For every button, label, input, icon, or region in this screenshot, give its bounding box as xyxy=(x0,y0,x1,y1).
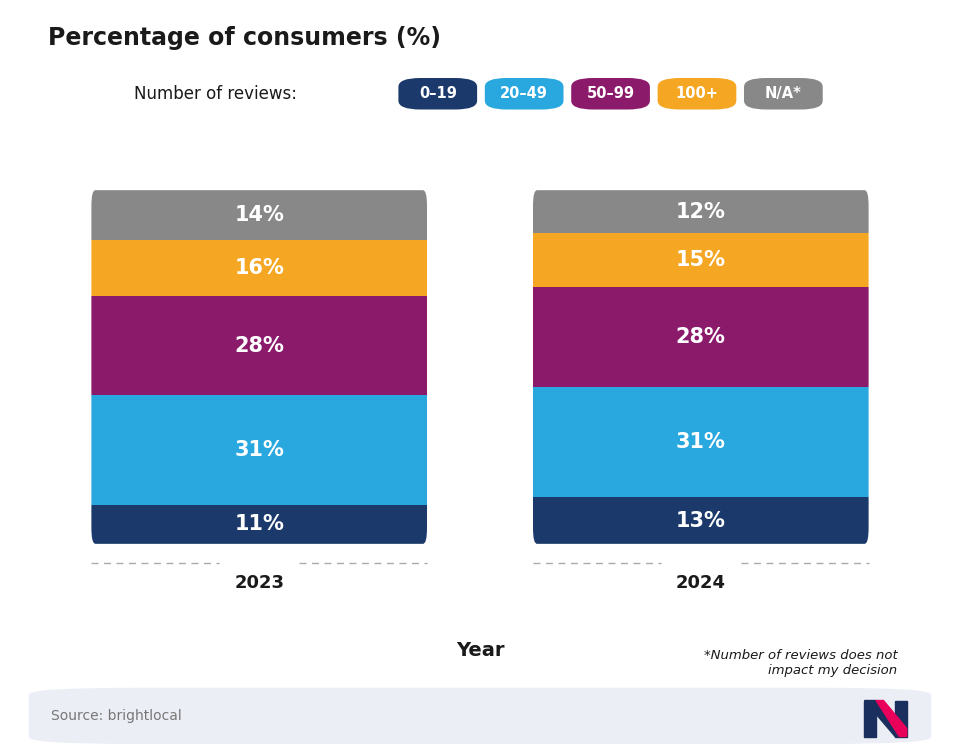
Bar xyxy=(533,190,869,233)
Bar xyxy=(91,240,427,296)
Text: 0–19: 0–19 xyxy=(419,86,457,101)
Bar xyxy=(533,233,869,286)
Bar xyxy=(895,700,906,736)
Polygon shape xyxy=(876,700,907,736)
Polygon shape xyxy=(864,700,907,736)
FancyBboxPatch shape xyxy=(398,78,477,110)
FancyBboxPatch shape xyxy=(485,78,564,110)
Text: 12%: 12% xyxy=(676,202,726,221)
Bar xyxy=(533,497,869,544)
Text: 16%: 16% xyxy=(234,258,284,278)
Bar xyxy=(533,387,869,497)
Text: 100+: 100+ xyxy=(676,86,718,101)
Text: 15%: 15% xyxy=(676,250,726,270)
Bar xyxy=(533,286,869,387)
Text: 11%: 11% xyxy=(234,514,284,535)
Text: 20–49: 20–49 xyxy=(500,86,548,101)
Text: *Number of reviews does not
impact my decision: *Number of reviews does not impact my de… xyxy=(704,649,898,676)
Bar xyxy=(91,395,427,505)
Bar xyxy=(91,505,427,544)
Text: 2024: 2024 xyxy=(676,574,726,592)
FancyBboxPatch shape xyxy=(658,78,736,110)
Text: 31%: 31% xyxy=(676,432,726,452)
Text: 13%: 13% xyxy=(676,511,726,530)
Bar xyxy=(91,190,427,240)
Bar xyxy=(91,296,427,395)
FancyBboxPatch shape xyxy=(744,78,823,110)
FancyBboxPatch shape xyxy=(571,78,650,110)
FancyBboxPatch shape xyxy=(29,688,931,744)
Text: Number of reviews:: Number of reviews: xyxy=(134,85,298,103)
Bar xyxy=(864,700,876,736)
Text: N/A*: N/A* xyxy=(765,86,802,101)
Text: Percentage of consumers (%): Percentage of consumers (%) xyxy=(48,26,441,50)
Text: 2023: 2023 xyxy=(234,574,284,592)
Text: 50–99: 50–99 xyxy=(587,86,635,101)
Text: 31%: 31% xyxy=(234,440,284,460)
Text: Year: Year xyxy=(456,641,504,660)
Text: 28%: 28% xyxy=(676,327,726,346)
Text: 14%: 14% xyxy=(234,205,284,225)
Text: 28%: 28% xyxy=(234,336,284,356)
Text: Source: brightlocal: Source: brightlocal xyxy=(52,709,182,723)
